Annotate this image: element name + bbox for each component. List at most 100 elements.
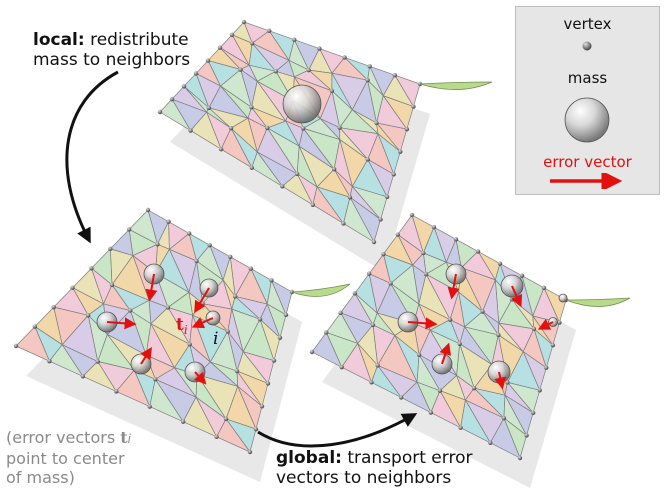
error-vector-arrow (511, 285, 523, 308)
mesh-vertex (187, 342, 192, 347)
mesh-vertex (228, 254, 233, 260)
global-step-arrow (257, 413, 418, 448)
mesh-vertex (331, 167, 337, 172)
mesh-vertex (342, 55, 347, 60)
error-vector-arrow (494, 371, 507, 390)
mesh-vertex (51, 304, 56, 310)
mesh-vertex (128, 308, 133, 313)
mesh-vertex (480, 309, 485, 314)
mesh-vertex (557, 320, 562, 325)
mesh-vertex (457, 341, 462, 346)
mesh-vertex (283, 312, 289, 318)
mesh-vertex (395, 232, 400, 237)
mesh-vertex (428, 410, 434, 415)
mesh-vertex (229, 32, 235, 38)
mesh-vertex (266, 28, 272, 34)
mesh-vertex (207, 242, 212, 248)
mesh-vertex (70, 285, 75, 290)
error-vector-arrow (194, 287, 210, 314)
mesh-vertex (257, 317, 263, 322)
mesh-vertex (404, 126, 410, 132)
mesh-vertex (95, 359, 100, 364)
mesh-vertex (233, 294, 238, 299)
mesh-vertex (280, 184, 285, 189)
mesh-vertex (496, 332, 501, 338)
mesh-flap (565, 297, 631, 307)
mesh-vertex (180, 419, 186, 424)
mesh-vertex (253, 426, 259, 432)
mesh-vertex (497, 261, 503, 266)
mesh-vertex (169, 96, 175, 102)
error-vector-arrow (145, 273, 158, 302)
mesh-vertex (375, 363, 380, 368)
error-vector-arrow (140, 346, 152, 365)
mesh-vertex (352, 291, 358, 296)
mesh-vertex (501, 415, 507, 421)
mesh-vertex (365, 77, 370, 83)
mesh-vertex (384, 194, 390, 200)
mesh-vertex (537, 388, 542, 393)
mesh-vertex (369, 380, 374, 385)
mesh-vertex (378, 217, 383, 222)
mesh-vertex (271, 358, 277, 363)
mesh-vertex (165, 305, 171, 310)
local-step-caption: local: redistribute mass to neighbors (33, 30, 191, 70)
mesh-vertex (223, 416, 229, 422)
mesh-vertex (108, 246, 113, 252)
mesh-face (430, 390, 461, 429)
mesh-vertex (273, 69, 279, 74)
mesh-vertex (339, 364, 344, 370)
mesh-vertex (32, 324, 38, 329)
mesh-vertex (458, 425, 463, 430)
error-vector-arrow (407, 317, 438, 330)
mesh-vertex (411, 104, 416, 109)
error-vector-arrow (439, 342, 452, 365)
mesh-vertex (265, 125, 270, 131)
legend-mass-icon (564, 97, 610, 143)
mesh-vertex (317, 46, 322, 51)
mesh-vertex (337, 125, 342, 130)
mesh-face (341, 343, 372, 383)
mesh-face (216, 418, 251, 453)
mesh-vertex (80, 374, 86, 379)
mesh-face (281, 173, 314, 206)
mesh-face (220, 127, 253, 169)
legend-box: vertex mass error vector (515, 6, 660, 195)
mesh-vertex (269, 278, 274, 283)
mesh-vertex (374, 120, 379, 126)
mesh-vertex (217, 45, 223, 50)
mesh-face (149, 378, 184, 423)
mesh-vertex (181, 84, 187, 89)
mesh-vertex (409, 212, 415, 218)
mesh-vertex (277, 335, 283, 340)
mesh-vertex (431, 224, 437, 230)
mesh-face (371, 365, 402, 398)
mesh-vertex (301, 126, 306, 131)
mesh-vertex (259, 404, 265, 409)
legend-vertex-label: vertex (563, 15, 612, 33)
mesh-vertex (421, 250, 426, 256)
mesh-face (15, 326, 50, 362)
mesh-face (190, 111, 222, 150)
mesh-face (182, 396, 217, 438)
mesh-vertex (347, 195, 353, 200)
t-i-label: ti (176, 315, 188, 337)
mesh-vertex (370, 322, 376, 328)
mesh-vertex (238, 67, 243, 72)
mesh-vertex (550, 342, 556, 348)
mesh-vertex (206, 105, 212, 111)
mesh-vertex (544, 365, 549, 370)
mesh-vertex (186, 231, 192, 236)
mesh-vertex (249, 105, 254, 110)
mesh-vertex (398, 395, 404, 400)
mesh-vertex (423, 271, 429, 277)
mesh-vertex (475, 249, 481, 254)
mesh-face (460, 399, 491, 444)
mesh-vertex (366, 271, 372, 276)
mesh-vertex (381, 251, 386, 257)
mesh-vertex (517, 455, 523, 461)
mass-sphere (282, 84, 322, 124)
mesh-vertex (188, 128, 193, 133)
mesh-vertex (324, 330, 329, 335)
